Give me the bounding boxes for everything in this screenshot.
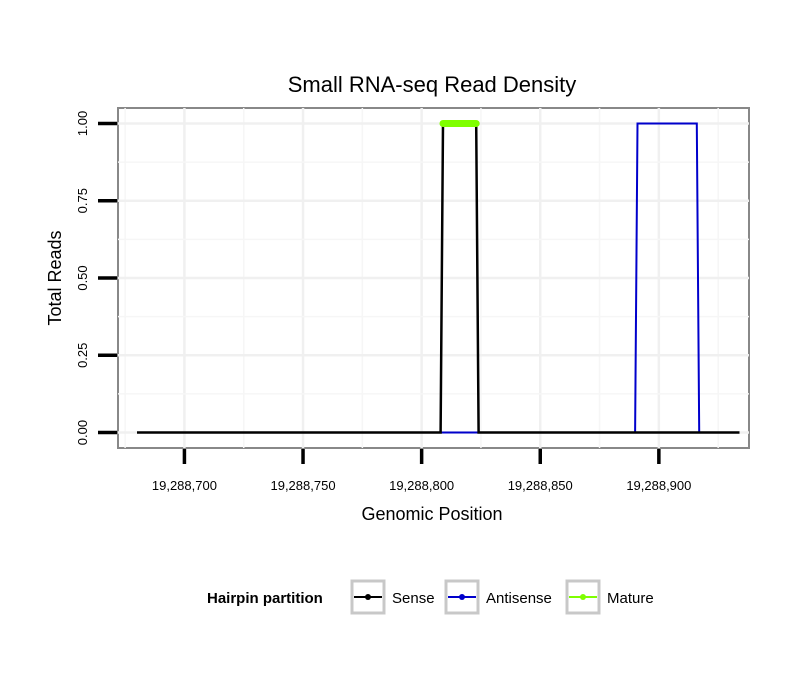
x-tick-label: 19,288,850: [508, 478, 573, 493]
y-tick-label: 1.00: [75, 111, 90, 136]
legend-label-sense: Sense: [392, 590, 435, 607]
y-axis-title: Total Reads: [45, 230, 65, 325]
x-tick-label: 19,288,700: [152, 478, 217, 493]
y-axis: 0.00 0.25 0.50 0.75 1.00: [75, 111, 117, 445]
x-tick-label: 19,288,750: [270, 478, 335, 493]
y-tick-label: 0.25: [75, 343, 90, 368]
legend-title: Hairpin partition: [207, 590, 323, 607]
legend-key-dot: [365, 594, 371, 600]
legend: Hairpin partition Sense Antisense Mature: [207, 579, 654, 615]
x-tick-label: 19,288,800: [389, 478, 454, 493]
legend-label-antisense: Antisense: [486, 590, 552, 607]
series-layer: [137, 120, 740, 434]
y-tick-label: 0.50: [75, 265, 90, 290]
y-tick-label: 0.00: [75, 420, 90, 445]
x-axis-title: Genomic Position: [361, 504, 502, 524]
chart-title: Small RNA-seq Read Density: [288, 72, 577, 97]
x-axis: 19,288,700 19,288,750 19,288,800 19,288,850…: [152, 449, 691, 493]
legend-key-dot: [459, 594, 465, 600]
y-tick-label: 0.75: [75, 188, 90, 213]
legend-key-dot: [580, 594, 586, 600]
legend-label-mature: Mature: [607, 590, 654, 607]
x-tick-label: 19,288,900: [626, 478, 691, 493]
